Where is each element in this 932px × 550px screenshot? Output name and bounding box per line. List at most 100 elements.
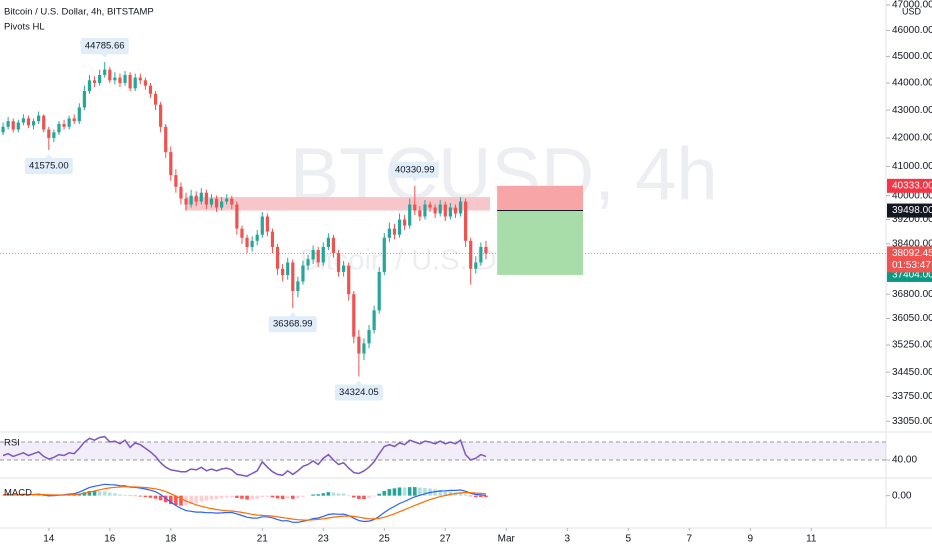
histogram-bar xyxy=(397,487,402,496)
candle-body xyxy=(367,330,371,344)
histogram-bar xyxy=(458,492,463,496)
histogram-bar xyxy=(280,495,285,499)
candle-body xyxy=(377,271,381,311)
candle-body xyxy=(255,234,259,241)
last-price-box xyxy=(887,246,932,273)
candle-body xyxy=(174,175,178,187)
candle-body xyxy=(408,204,412,226)
y-tick-label: 35250.00 xyxy=(892,340,932,351)
histogram-bar xyxy=(301,495,305,497)
y-tick-label: 42000.00 xyxy=(892,133,932,144)
y-tick-label: 45000.00 xyxy=(892,51,932,62)
candle-body xyxy=(413,204,417,211)
candle-body xyxy=(240,228,244,238)
pane-title: MACD xyxy=(4,488,32,499)
candle-body xyxy=(286,262,290,276)
candle-body xyxy=(92,80,97,83)
histogram-bar xyxy=(240,495,244,499)
candle-body xyxy=(143,80,147,86)
candle-body xyxy=(194,195,198,202)
histogram-bar xyxy=(153,495,158,499)
candle-body xyxy=(311,250,315,260)
candle-body xyxy=(347,265,351,295)
candle-body xyxy=(474,262,478,269)
histogram-bar xyxy=(484,495,488,498)
target-label: 37404.00 xyxy=(892,270,932,281)
histogram-bar xyxy=(214,495,219,500)
candle-body xyxy=(392,228,397,235)
pivot-pointer xyxy=(410,176,419,182)
pivot-box xyxy=(80,38,129,55)
candle-body xyxy=(423,204,427,217)
candle-body xyxy=(275,246,280,269)
entry-label: 39498.00 xyxy=(892,205,932,216)
pivot-pointer xyxy=(354,380,363,386)
candle-body xyxy=(72,118,76,122)
histogram-bar xyxy=(402,487,407,496)
x-tick-label: 14 xyxy=(43,534,55,545)
y-tick-label: 33050.00 xyxy=(892,416,932,427)
candle-body xyxy=(153,93,158,105)
candle-body xyxy=(448,207,452,217)
histogram-bar xyxy=(392,488,397,496)
stop-label-box xyxy=(887,178,932,193)
y-tick-label: 0.00 xyxy=(892,490,912,501)
candle-body xyxy=(82,91,86,108)
histogram-bar xyxy=(265,495,270,497)
candle-body xyxy=(26,118,31,126)
histogram-bar xyxy=(357,495,361,499)
candle-body xyxy=(464,201,468,241)
histogram-bar xyxy=(255,495,260,499)
x-tick-label: 16 xyxy=(104,534,116,545)
histogram-bar xyxy=(321,493,326,496)
histogram-bar xyxy=(326,492,331,496)
pivot-label: 40330.99 xyxy=(395,164,435,175)
x-tick-label: 25 xyxy=(379,534,391,545)
candle-body xyxy=(230,198,234,205)
y-tick-label: 41000.00 xyxy=(892,161,932,172)
candle-body xyxy=(250,240,254,247)
candle-body xyxy=(164,126,168,153)
histogram-bar xyxy=(331,492,336,496)
histogram-bar xyxy=(235,495,239,498)
candle-body xyxy=(67,118,71,127)
candle-body xyxy=(316,250,320,263)
candle-body xyxy=(484,246,488,254)
candle-body xyxy=(342,265,346,272)
candle-body xyxy=(235,204,239,229)
pivot-box xyxy=(24,157,73,174)
y-tick-label: 36050.00 xyxy=(892,313,932,324)
candle-body xyxy=(281,268,285,276)
candle-body xyxy=(62,123,66,127)
stop-label: 40333.00 xyxy=(892,180,932,191)
histogram-bar xyxy=(158,495,163,501)
candle-body xyxy=(225,198,229,202)
candle-body xyxy=(184,198,188,205)
histogram-bar xyxy=(87,491,92,496)
candle-body xyxy=(214,198,219,208)
histogram-bar xyxy=(463,494,468,496)
candle-body xyxy=(148,85,153,94)
histogram-bar xyxy=(448,491,453,496)
histogram-bar xyxy=(250,495,254,500)
candle-body xyxy=(321,246,325,263)
histogram-bar xyxy=(123,494,127,496)
y-tick-label: 34450.00 xyxy=(892,367,932,378)
histogram-bar xyxy=(290,495,295,499)
pivot-pointer xyxy=(100,53,109,59)
candle-body xyxy=(428,204,432,208)
histogram-bar xyxy=(148,495,153,498)
candle-body xyxy=(52,132,56,138)
histogram-bar xyxy=(219,495,224,499)
candle-body xyxy=(331,237,336,254)
last-price-label: 38092.45 xyxy=(892,248,932,259)
x-tick-label: 18 xyxy=(165,534,177,545)
candle-body xyxy=(387,228,391,238)
y-tick-label: 44000.00 xyxy=(892,78,932,89)
pivot-label: 36368.99 xyxy=(273,319,313,330)
histogram-bar xyxy=(387,489,392,496)
rsi-band xyxy=(0,442,886,460)
candle-body xyxy=(169,152,173,176)
histogram-bar xyxy=(138,495,143,497)
histogram-bar xyxy=(189,495,193,504)
